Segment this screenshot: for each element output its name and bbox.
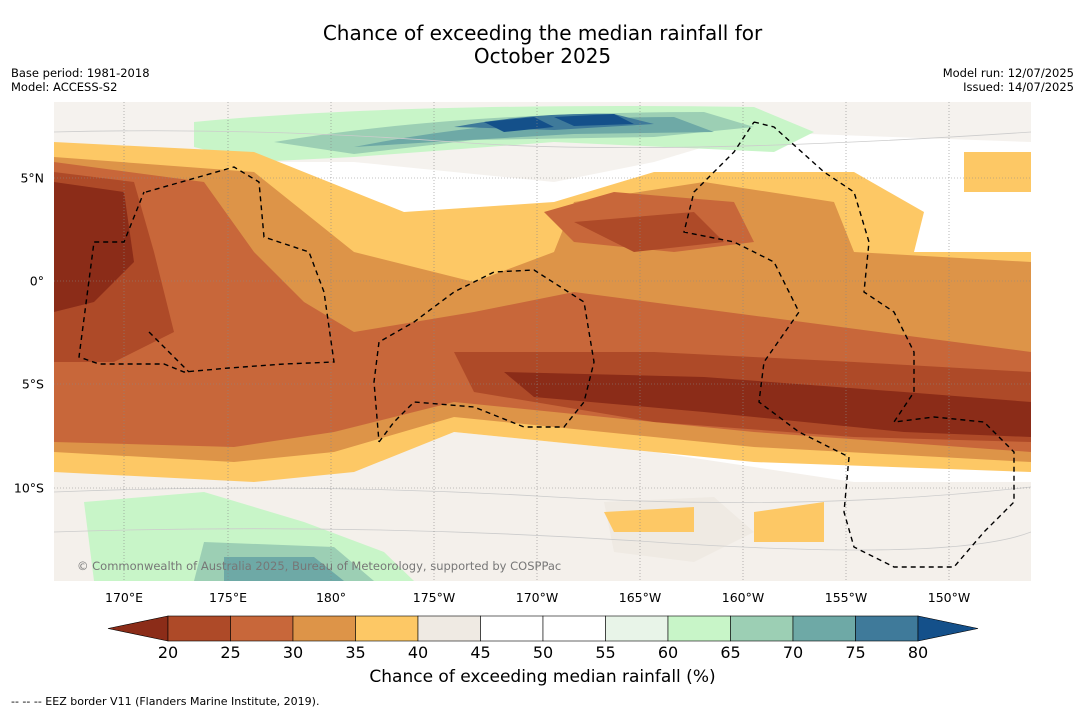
colorbar-segment xyxy=(417,615,481,642)
title-line-2: October 2025 xyxy=(473,44,612,68)
x-tick-label: 180° xyxy=(315,590,347,605)
colorbar-segment xyxy=(605,615,669,642)
y-tick-label: 0° xyxy=(29,273,44,289)
colorbar-segment xyxy=(667,615,731,642)
colorbar-extend-high xyxy=(917,615,979,642)
x-tick-label: 165°W xyxy=(618,590,662,605)
y-tick-label: 5°N xyxy=(20,170,44,186)
meta-right: Model run: 12/07/2025 Issued: 14/07/2025 xyxy=(943,66,1074,94)
y-tick-label: 5°S xyxy=(21,376,44,392)
x-tick-label: 170°W xyxy=(515,590,559,605)
colorbar-tick-label: 25 xyxy=(220,643,241,662)
colorbar-segment xyxy=(542,615,606,642)
colorbar-tick-label: 40 xyxy=(407,643,429,662)
colorbar-extend-low xyxy=(107,615,169,642)
colorbar-segment xyxy=(730,615,794,642)
colorbar-tick-label: 55 xyxy=(595,643,616,662)
issued-date: Issued: 14/07/2025 xyxy=(963,80,1074,94)
colorbar-tick-label: 70 xyxy=(782,643,804,662)
title-line-1: Chance of exceeding the median rainfall … xyxy=(322,21,763,45)
rainfall-map xyxy=(54,102,1031,581)
x-tick-label: 150°W xyxy=(927,590,971,605)
model-name: Model: ACCESS-S2 xyxy=(11,80,118,94)
colorbar-tick-label: 45 xyxy=(470,643,491,662)
colorbar-tick-label: 50 xyxy=(532,643,554,662)
x-tick-label: 170°E xyxy=(104,590,144,605)
colorbar-tick-label: 60 xyxy=(657,643,679,662)
colorbar-tick-label: 20 xyxy=(157,643,179,662)
colorbar xyxy=(107,615,979,642)
colorbar-tick-label: 35 xyxy=(345,643,366,662)
colorbar-segment xyxy=(792,615,856,642)
colorbar-tick-label: 80 xyxy=(907,643,929,662)
x-tick-label: 175°E xyxy=(208,590,248,605)
colorbar-segment xyxy=(855,615,919,642)
copyright-text: © Commonwealth of Australia 2025, Bureau… xyxy=(77,559,562,573)
x-tick-label: 160°W xyxy=(721,590,765,605)
colorbar-tick-label: 75 xyxy=(845,643,866,662)
colorbar-segment xyxy=(480,615,544,642)
x-tick-label: 175°W xyxy=(412,590,456,605)
eez-footnote: -- -- -- EEZ border V11 (Flanders Marine… xyxy=(11,695,320,708)
colorbar-segment xyxy=(355,615,419,642)
colorbar-segment xyxy=(230,615,294,642)
colorbar-segment xyxy=(292,615,356,642)
base-period: Base period: 1981-2018 xyxy=(11,66,150,80)
chart-title: Chance of exceeding the median rainfall … xyxy=(0,22,1085,68)
colorbar-segment xyxy=(167,615,231,642)
colorbar-label: Chance of exceeding median rainfall (%) xyxy=(369,667,716,687)
meta-left: Base period: 1981-2018 Model: ACCESS-S2 xyxy=(11,66,150,94)
colorbar-tick-label: 65 xyxy=(720,643,741,662)
x-tick-label: 155°W xyxy=(824,590,868,605)
colorbar-tick-label: 30 xyxy=(282,643,304,662)
model-run: Model run: 12/07/2025 xyxy=(942,66,1074,80)
y-tick-label: 10°S xyxy=(13,480,44,496)
